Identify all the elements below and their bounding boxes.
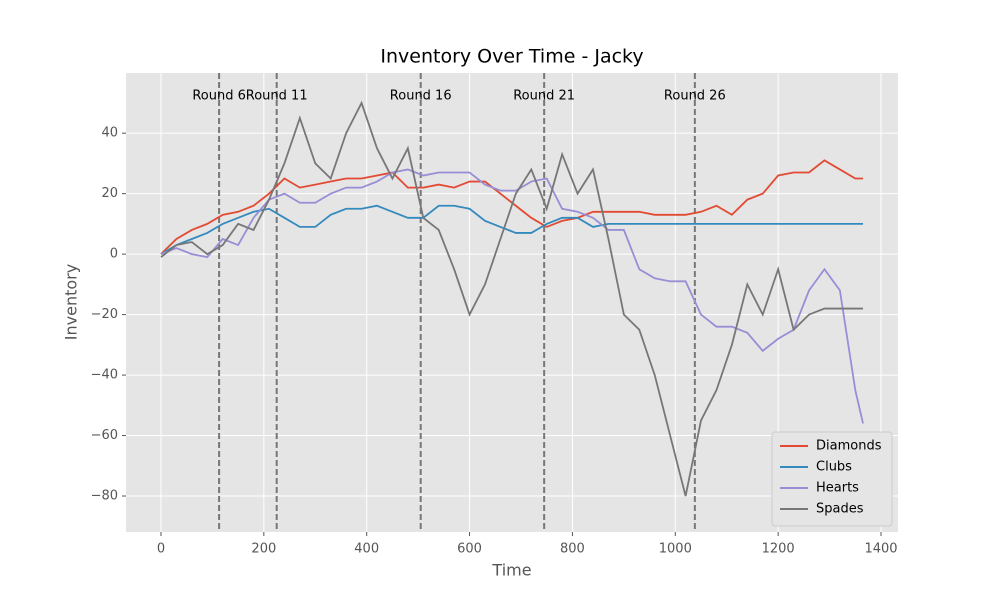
x-tick-label: 1400 xyxy=(864,542,897,557)
x-tick-label: 200 xyxy=(251,542,276,557)
legend-label: Spades xyxy=(816,502,864,517)
series-line xyxy=(160,168,864,424)
y-axis-label: Inventory xyxy=(62,264,81,340)
round-label: Round 21 xyxy=(513,89,575,104)
legend-label: Hearts xyxy=(816,481,859,496)
y-tick-label: −60 xyxy=(91,428,118,443)
y-tick-label: −40 xyxy=(91,368,118,383)
y-tick-label: 20 xyxy=(101,186,118,201)
round-label: Round 6 xyxy=(192,89,246,104)
y-tick-label: 0 xyxy=(110,247,118,262)
y-tick-label: −80 xyxy=(91,489,118,504)
x-tick-label: 800 xyxy=(560,542,585,557)
legend-box xyxy=(771,431,893,527)
round-label: Round 26 xyxy=(664,89,726,104)
series-line xyxy=(160,100,864,497)
series-line xyxy=(160,204,864,255)
round-label: Round 16 xyxy=(390,89,452,104)
y-tick-label: 40 xyxy=(101,126,118,141)
series-line xyxy=(160,159,864,255)
legend-label: Clubs xyxy=(816,460,852,475)
x-tick-label: 600 xyxy=(457,542,482,557)
y-tick-label: −20 xyxy=(91,307,118,322)
x-tick-label: 1200 xyxy=(762,542,795,557)
plot-area xyxy=(126,73,898,532)
legend-label: Diamonds xyxy=(816,439,882,454)
x-axis-label: Time xyxy=(491,561,531,580)
round-label: Round 11 xyxy=(246,89,308,104)
x-tick-label: 1000 xyxy=(659,542,692,557)
chart-title: Inventory Over Time - Jacky xyxy=(380,46,643,68)
x-tick-label: 0 xyxy=(157,542,165,557)
x-tick-label: 400 xyxy=(354,542,379,557)
